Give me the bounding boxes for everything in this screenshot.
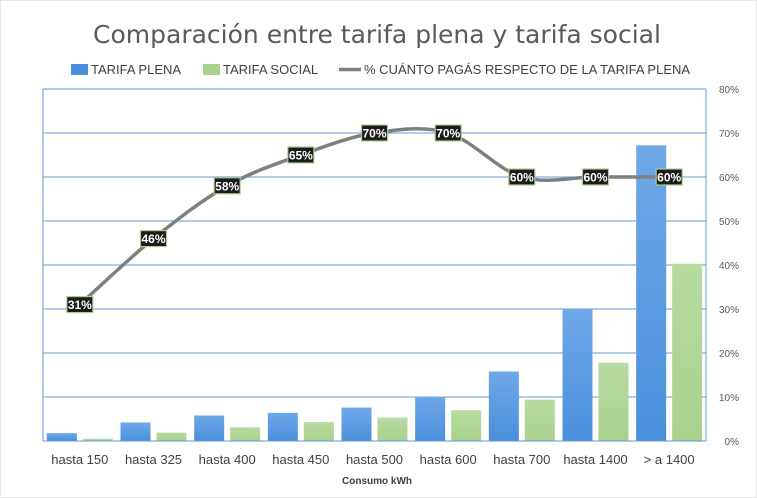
bar-tarifa-social-hasta-500 (377, 417, 408, 441)
bar-tarifa-plena-hasta-150 (46, 433, 77, 441)
bar-tarifa-plena-hasta-600 (415, 396, 446, 441)
bar-tarifa-social-hasta-1400 (598, 362, 629, 441)
data-label-box (581, 168, 610, 186)
bar-tarifa-plena-hasta-500 (341, 407, 372, 441)
bar-tarifa-plena-hasta-700 (488, 371, 519, 441)
x-tick-labels: hasta 150 hasta 325 hasta 400 hasta 450 hast… (51, 452, 694, 467)
data-label-box (508, 168, 536, 186)
legend-swatch-tarifa-social (203, 64, 220, 75)
legend-label-tarifa-social: TARIFA SOCIAL (223, 62, 318, 77)
y-tick-label: 80% (719, 85, 739, 96)
line-series (78, 127, 671, 307)
data-label: 58% (213, 177, 241, 195)
bars (46, 145, 703, 441)
bar-tarifa-social-a-1400 (672, 263, 703, 441)
data-label: 60% (508, 168, 536, 186)
y-tick-label: 20% (719, 349, 739, 360)
bar-tarifa-social-hasta-450 (303, 422, 334, 441)
bar-tarifa-social-hasta-150 (82, 438, 113, 441)
data-label: 65% (287, 146, 315, 164)
y-tick-label: 30% (719, 305, 739, 316)
y-tick-label: 70% (719, 129, 739, 140)
data-label-text: 31% (68, 298, 92, 312)
data-label-box (139, 230, 168, 248)
data-label-text: 65% (289, 149, 313, 163)
x-tick-label: hasta 325 (125, 452, 182, 467)
bar-tarifa-plena-hasta-1400 (562, 309, 593, 441)
data-label-box (360, 124, 389, 142)
data-label: 70% (360, 124, 389, 142)
data-label-box (213, 177, 241, 195)
data-label-box (287, 146, 315, 164)
data-label: 60% (581, 168, 610, 186)
legend-label-porcentaje: % CUÁNTO PAGÁS RESPECTO DE LA TARIFA PLE… (364, 62, 690, 77)
bar-tarifa-plena-hasta-450 (267, 412, 298, 441)
data-label: 31% (66, 296, 94, 314)
x-tick-label: hasta 400 (199, 452, 256, 467)
data-label-box (66, 296, 94, 314)
data-label-text: 46% (141, 232, 165, 246)
y-tick-label: 0% (725, 437, 740, 448)
legend: TARIFA PLENA TARIFA SOCIAL % CUÁNTO PAGÁ… (71, 62, 690, 77)
x-tick-label: hasta 1400 (563, 452, 627, 467)
data-label-box (434, 124, 462, 142)
bar-tarifa-plena-hasta-400 (194, 415, 225, 441)
y-tick-labels: 0% 10% 20% 30% 40% 50% 60% 70% 80% (719, 85, 739, 448)
chart-title: Comparación entre tarifa plena y tarifa … (93, 20, 661, 49)
data-label: 46% (139, 230, 168, 248)
x-tick-label: hasta 150 (51, 452, 108, 467)
x-axis-title: Consumo kWh (342, 476, 412, 487)
axes (42, 89, 707, 442)
data-label-text: 60% (583, 171, 607, 185)
data-labels: 31% 46% 58% 65% 70% 70% 60% 60% 60% (66, 124, 683, 314)
data-label-box (655, 168, 683, 186)
bar-tarifa-social-hasta-600 (451, 410, 482, 441)
data-label-text: 60% (657, 171, 681, 185)
bar-tarifa-social-hasta-700 (524, 399, 555, 441)
y-tick-label: 50% (719, 217, 739, 228)
y-tick-label: 60% (719, 173, 739, 184)
bar-tarifa-social-hasta-325 (156, 432, 187, 441)
x-tick-label: hasta 700 (493, 452, 550, 467)
x-tick-label: > a 1400 (644, 452, 695, 467)
bar-tarifa-plena-a-1400 (636, 145, 667, 441)
legend-label-tarifa-plena: TARIFA PLENA (91, 62, 181, 77)
data-label: 70% (434, 124, 462, 142)
y-tick-label: 40% (719, 261, 739, 272)
legend-swatch-tarifa-plena (71, 64, 88, 75)
bar-tarifa-social-hasta-400 (230, 427, 261, 441)
data-label-text: 60% (510, 171, 534, 185)
line-porcentaje-tarifa-plena (78, 127, 671, 307)
data-label-text: 58% (215, 179, 239, 193)
x-tick-label: hasta 450 (272, 452, 329, 467)
x-tick-label: hasta 600 (420, 452, 477, 467)
bar-tarifa-plena-hasta-325 (120, 422, 151, 441)
data-label: 60% (655, 168, 683, 186)
data-label-text: 70% (362, 127, 386, 141)
x-tick-label: hasta 500 (346, 452, 403, 467)
y-tick-label: 10% (719, 393, 739, 404)
data-label-text: 70% (436, 127, 460, 141)
